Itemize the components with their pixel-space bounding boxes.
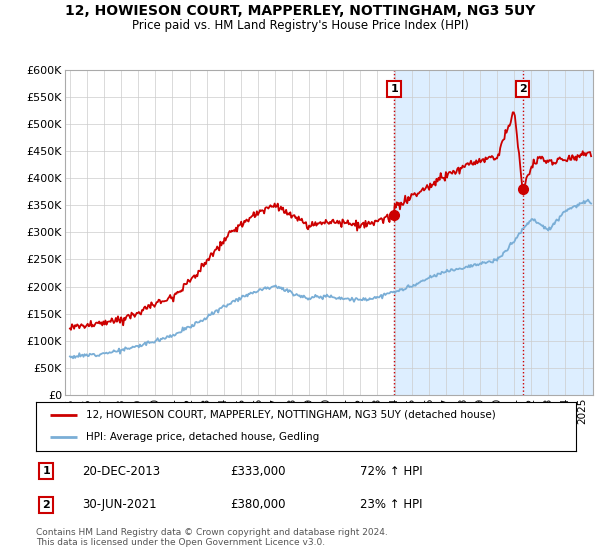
Text: 30-JUN-2021: 30-JUN-2021 (82, 498, 157, 511)
Text: Contains HM Land Registry data © Crown copyright and database right 2024.
This d: Contains HM Land Registry data © Crown c… (36, 528, 388, 547)
Text: £333,000: £333,000 (230, 465, 286, 478)
Text: 2: 2 (43, 500, 50, 510)
Text: 1: 1 (390, 84, 398, 94)
Text: 1: 1 (43, 466, 50, 476)
Bar (394, 70, 600, 395)
Text: 2: 2 (519, 84, 527, 94)
Text: 20-DEC-2013: 20-DEC-2013 (82, 465, 160, 478)
Text: Price paid vs. HM Land Registry's House Price Index (HPI): Price paid vs. HM Land Registry's House … (131, 19, 469, 32)
Text: 23% ↑ HPI: 23% ↑ HPI (360, 498, 422, 511)
Text: 12, HOWIESON COURT, MAPPERLEY, NOTTINGHAM, NG3 5UY: 12, HOWIESON COURT, MAPPERLEY, NOTTINGHA… (65, 4, 535, 18)
Text: £380,000: £380,000 (230, 498, 286, 511)
Text: HPI: Average price, detached house, Gedling: HPI: Average price, detached house, Gedl… (86, 432, 319, 442)
Text: 12, HOWIESON COURT, MAPPERLEY, NOTTINGHAM, NG3 5UY (detached house): 12, HOWIESON COURT, MAPPERLEY, NOTTINGHA… (86, 410, 496, 420)
Text: 72% ↑ HPI: 72% ↑ HPI (360, 465, 422, 478)
